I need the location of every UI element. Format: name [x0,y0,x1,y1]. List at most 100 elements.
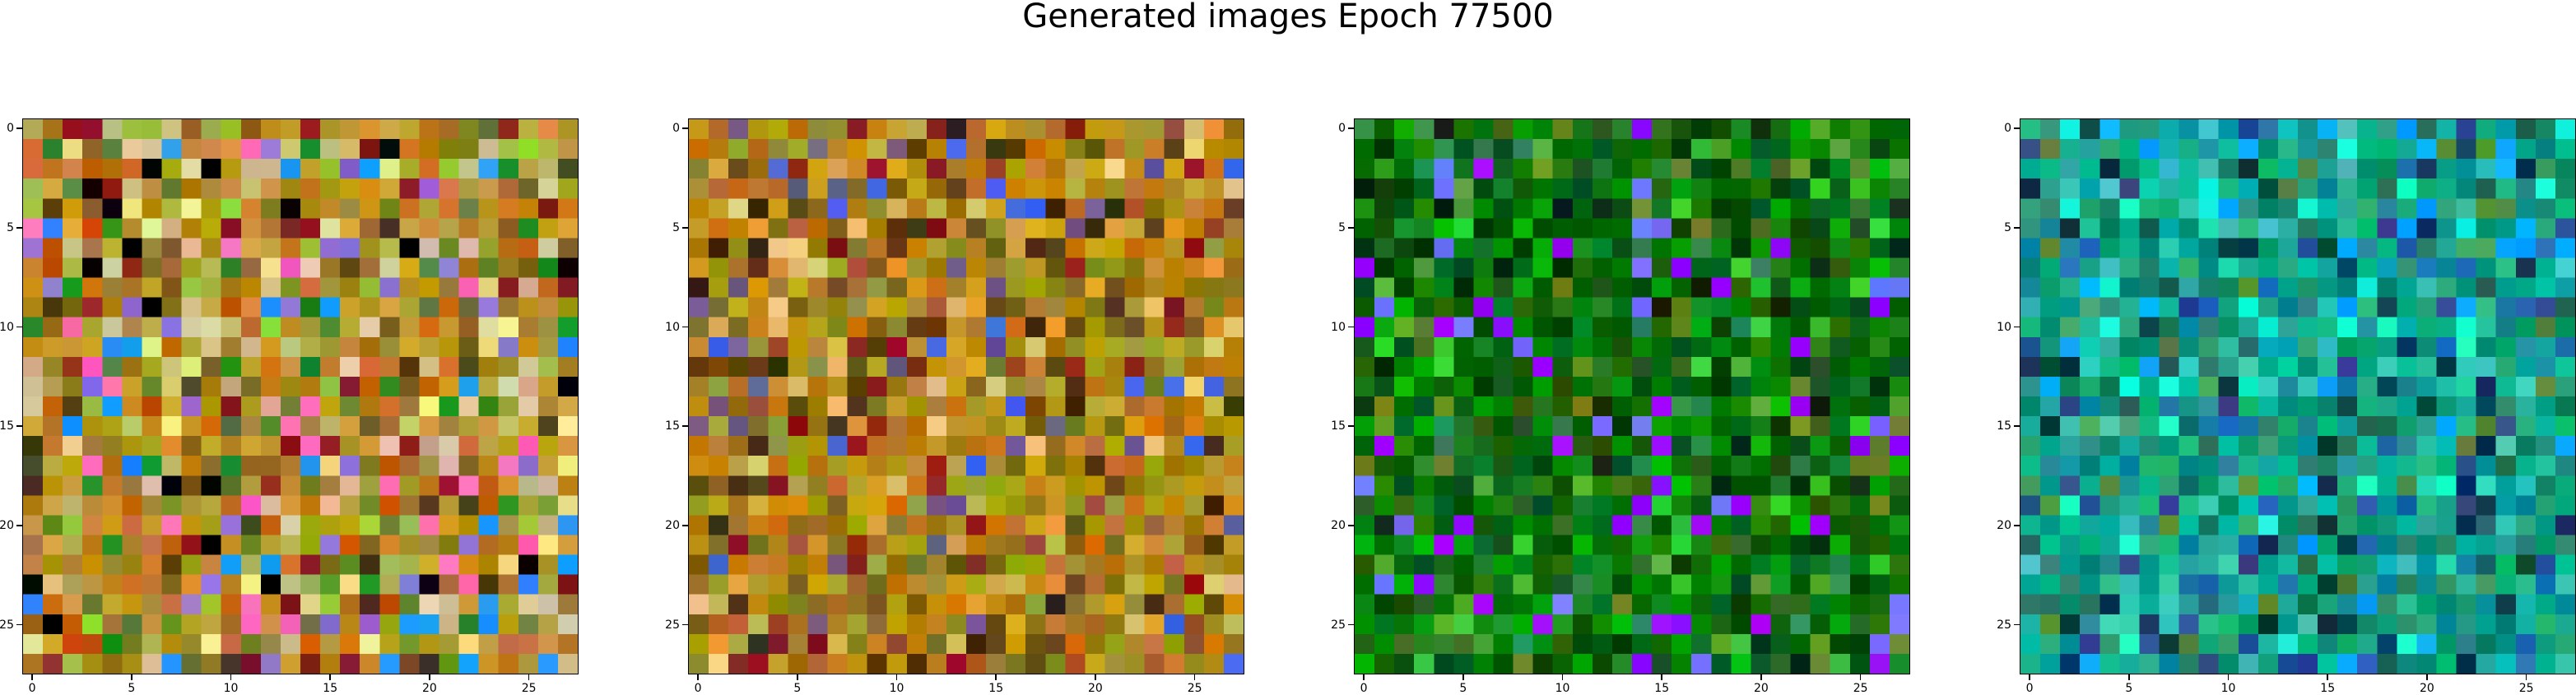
y-tick-mark [1348,525,1354,526]
y-tick-label: 25 [1331,618,1346,632]
y-tick-mark [2014,227,2020,229]
y-tick-mark [682,326,688,328]
x-tick-label: 5 [128,682,136,695]
y-tick-mark [16,525,22,526]
image-panel-3: 0 5 10 15 20 25 0 5 10 15 20 25 [1331,118,1910,694]
y-tick-mark [1348,425,1354,427]
x-tick-label: 5 [1459,682,1467,695]
x-tick-label: 25 [1187,682,1202,695]
y-tick-mark [2014,525,2020,526]
y-tick-label: 15 [1997,419,2011,433]
y-tick-mark [16,425,22,427]
y-tick-label: 0 [672,122,680,136]
x-tick-label: 15 [323,682,338,695]
y-tick-mark [16,326,22,328]
x-tick-mark [131,674,133,680]
y-tick-label: 25 [1997,618,2011,632]
x-tick-label: 5 [793,682,802,695]
generated-image-3 [1354,118,1910,674]
y-tick-label: 20 [665,518,680,532]
y-tick-label: 5 [2004,220,2011,234]
x-tick-label: 20 [1754,682,1769,695]
x-tick-mark [31,674,33,680]
x-tick-label: 20 [2420,682,2434,695]
y-tick-label: 10 [1331,320,1346,334]
y-tick-label: 0 [2004,122,2011,136]
x-tick-mark [895,674,898,680]
y-tick-mark [1348,227,1354,229]
x-tick-label: 25 [521,682,537,695]
x-tick-mark [528,674,530,680]
y-tick-label: 10 [0,320,14,334]
y-tick-mark [2014,127,2020,129]
y-tick-label: 20 [1997,518,2011,532]
y-tick-mark [16,227,22,229]
x-tick-mark [1193,674,1196,680]
x-tick-mark [1859,674,1862,680]
x-tick-label: 10 [1555,682,1570,695]
x-tick-mark [995,674,997,680]
x-tick-mark [1462,674,1464,680]
y-tick-mark [1348,127,1354,129]
x-tick-label: 10 [889,682,904,695]
x-tick-mark [2525,674,2527,680]
y-tick-label: 25 [0,618,14,632]
x-tick-mark [2128,674,2130,680]
y-tick-mark [1348,623,1354,626]
y-tick-label: 5 [672,220,680,234]
x-tick-mark [2029,674,2030,680]
y-tick-label: 25 [665,618,680,632]
x-tick-label: 15 [1654,682,1670,695]
x-tick-label: 0 [1360,682,1368,695]
x-tick-label: 20 [1088,682,1103,695]
x-tick-label: 15 [988,682,1004,695]
y-tick-mark [1348,326,1354,328]
y-tick-mark [16,127,22,129]
y-tick-mark [2014,425,2020,427]
generated-image-4 [2020,118,2576,674]
x-tick-label: 25 [1853,682,1868,695]
x-tick-mark [230,674,232,680]
x-tick-mark [1363,674,1365,680]
x-tick-mark [1760,674,1762,680]
y-tick-label: 5 [7,220,14,234]
x-tick-label: 0 [694,682,702,695]
y-tick-label: 0 [1338,122,1346,136]
generated-image-1 [22,118,579,674]
y-tick-mark [682,525,688,526]
x-tick-label: 0 [28,682,36,695]
x-tick-mark [2426,674,2428,680]
x-tick-mark [697,674,699,680]
y-tick-label: 20 [1331,518,1346,532]
y-tick-mark [2014,623,2020,626]
x-tick-mark [2227,674,2230,680]
figure-title: Generated images Epoch 77500 [1022,0,1554,35]
image-panel-4: 0 5 10 15 20 25 0 5 10 15 20 25 [1997,118,2576,694]
x-tick-mark [1561,674,1564,680]
image-panel-1: 0 5 10 15 20 25 0 5 10 15 20 25 [0,118,579,694]
y-tick-label: 20 [0,518,14,532]
x-tick-label: 10 [223,682,239,695]
y-tick-mark [682,425,688,427]
x-tick-label: 0 [2025,682,2034,695]
y-tick-label: 10 [1997,320,2011,334]
y-tick-mark [682,623,688,626]
y-tick-mark [2014,326,2020,328]
x-tick-label: 20 [422,682,437,695]
y-tick-mark [682,227,688,229]
y-tick-label: 5 [1338,220,1346,234]
x-tick-mark [429,674,430,680]
y-tick-label: 15 [1331,419,1346,433]
x-tick-label: 15 [2320,682,2336,695]
x-tick-label: 5 [2125,682,2133,695]
x-tick-mark [1095,674,1096,680]
y-tick-mark [682,127,688,129]
y-tick-mark [16,623,22,626]
x-tick-label: 25 [2518,682,2534,695]
x-tick-mark [797,674,798,680]
y-tick-label: 15 [665,419,680,433]
y-tick-label: 0 [7,122,14,136]
x-tick-mark [1661,674,1662,680]
y-tick-label: 10 [665,320,680,334]
x-tick-mark [329,674,331,680]
